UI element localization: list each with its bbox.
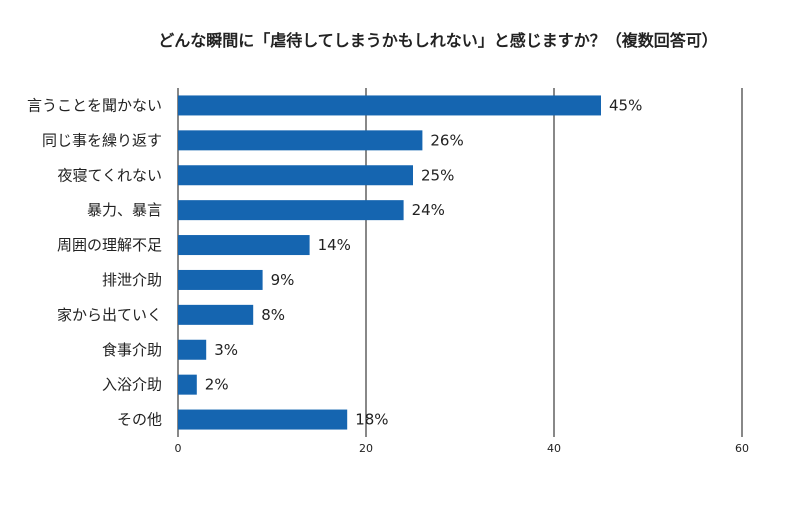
category-label: 食事介助 <box>102 341 162 359</box>
bar <box>178 409 348 430</box>
bar <box>178 374 197 395</box>
x-axis-ticks: 0 20 40 60 <box>175 442 750 455</box>
value-label: 14% <box>318 236 351 254</box>
category-label: その他 <box>117 411 162 429</box>
value-label: 45% <box>609 96 642 114</box>
category-label: 夜寝てくれない <box>57 166 162 184</box>
category-label: 排泄介助 <box>102 271 162 289</box>
x-tick-label: 40 <box>547 442 561 455</box>
category-label: 周囲の理解不足 <box>57 236 162 254</box>
bar <box>178 339 207 360</box>
value-label: 25% <box>421 166 454 184</box>
category-label: 入浴介助 <box>102 376 162 394</box>
value-label: 2% <box>205 376 229 394</box>
x-tick-label: 0 <box>175 442 182 455</box>
value-label: 24% <box>412 201 445 219</box>
category-label: 同じ事を繰り返す <box>42 131 162 149</box>
x-tick-label: 20 <box>359 442 373 455</box>
value-label: 8% <box>261 306 285 324</box>
bar <box>178 130 423 151</box>
value-label: 18% <box>355 411 388 429</box>
bar <box>178 304 254 325</box>
x-tick-label: 60 <box>735 442 749 455</box>
bar <box>178 269 263 290</box>
bars-group <box>178 95 601 430</box>
bar <box>178 165 413 186</box>
bar <box>178 95 601 116</box>
value-label: 9% <box>271 271 295 289</box>
category-label: 家から出ていく <box>57 306 162 324</box>
category-labels: 言うことを聞かない同じ事を繰り返す夜寝てくれない暴力、暴言周囲の理解不足排泄介助… <box>27 96 162 428</box>
bar <box>178 235 310 256</box>
value-label: 3% <box>214 341 238 359</box>
value-label: 26% <box>430 131 463 149</box>
value-labels: 45% 26% 25% 24% 14% 9% 8% 3% 2% 18% <box>205 96 643 428</box>
bar <box>178 200 404 221</box>
chart-title: どんな瞬間に「虐待してしまうかもしれない」と感じますか？（複数回答可） <box>158 31 718 50</box>
category-label: 暴力、暴言 <box>87 201 162 219</box>
category-label: 言うことを聞かない <box>27 96 162 114</box>
